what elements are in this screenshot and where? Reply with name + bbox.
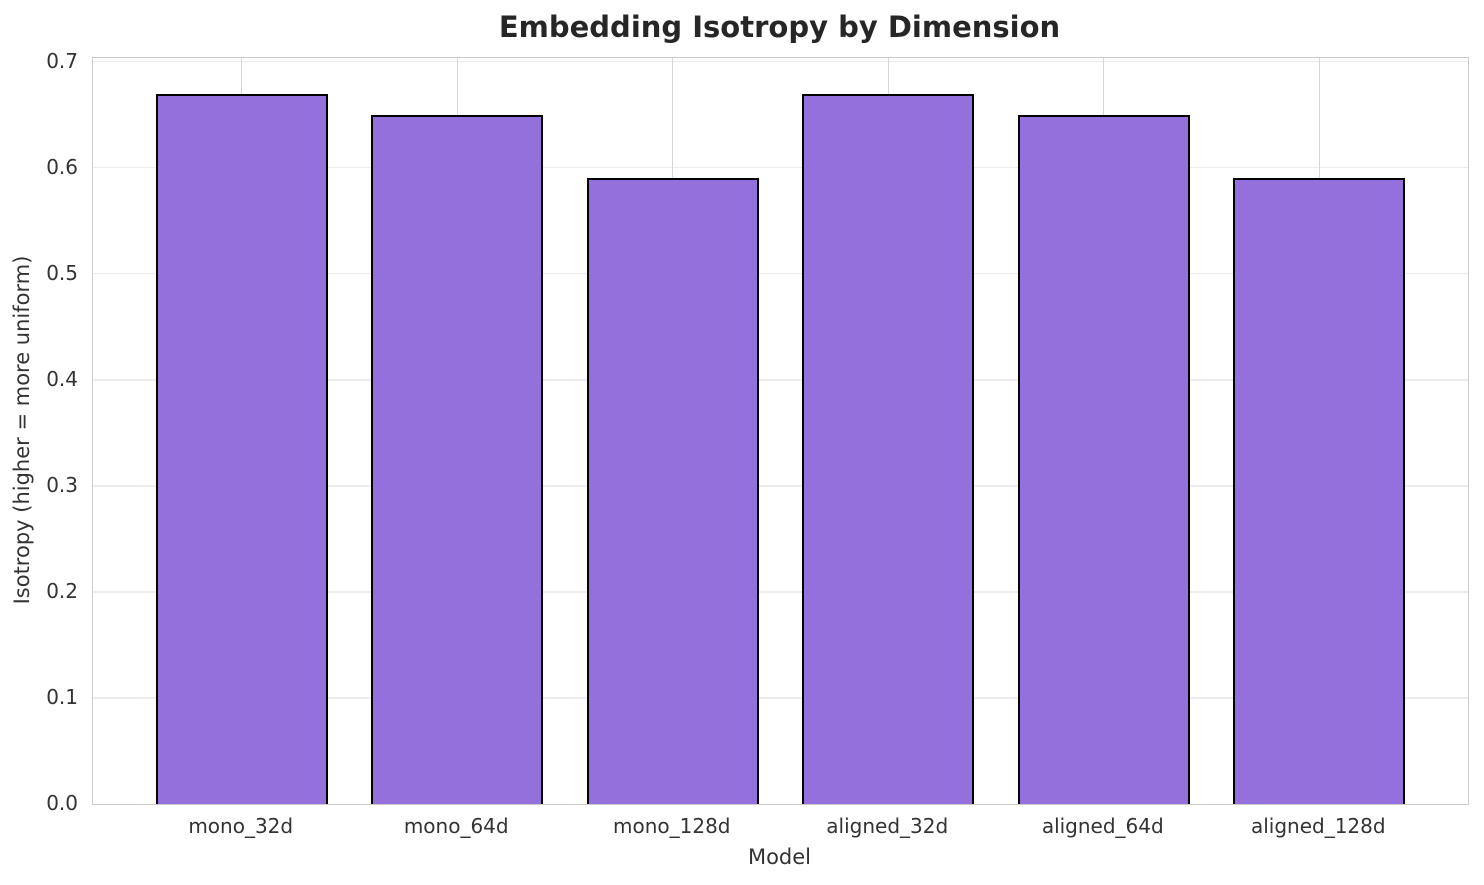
bar-aligned_64d [1017,114,1190,804]
y-tick-label-0.0: 0.0 [46,791,78,815]
y-gridline-0.7 [93,61,1468,63]
y-gridline-0.3 [93,485,1468,487]
chart-title: Embedding Isotropy by Dimension [498,10,1061,44]
y-tick-label-0.6: 0.6 [46,154,78,179]
x-tick-label-mono_128d: mono_128d [612,814,731,838]
bar-mono_64d [371,114,544,804]
bar-aligned_32d [802,93,975,804]
x-tick-label-aligned_32d: aligned_32d [826,814,949,838]
y-gridline-0.6 [93,167,1468,169]
x-tick-label-mono_64d: mono_64d [403,814,509,838]
bar-mono_128d [586,178,759,804]
y-gridline-0.1 [93,697,1468,699]
plot-area [92,57,1469,805]
bar-aligned_128d [1233,178,1406,804]
y-tick-label-0.5: 0.5 [46,260,78,285]
x-tick-label-aligned_64d: aligned_64d [1041,814,1164,838]
y-gridline-0.2 [93,591,1468,593]
y-tick-label-0.7: 0.7 [46,48,78,73]
y-axis-label: Isotropy (higher = more uniform) [10,255,34,605]
y-tick-label-0.4: 0.4 [46,366,78,391]
x-tick-label-mono_32d: mono_32d [188,814,294,838]
bar-mono_32d [155,93,328,804]
x-tick-label-aligned_128d: aligned_128d [1250,814,1386,838]
y-tick-label-0.3: 0.3 [46,472,78,497]
x-axis-label: Model [747,845,812,869]
y-tick-label-0.2: 0.2 [46,578,78,603]
y-gridline-0.5 [93,273,1468,275]
y-tick-label-0.1: 0.1 [46,684,78,709]
y-gridline-0.4 [93,379,1468,381]
